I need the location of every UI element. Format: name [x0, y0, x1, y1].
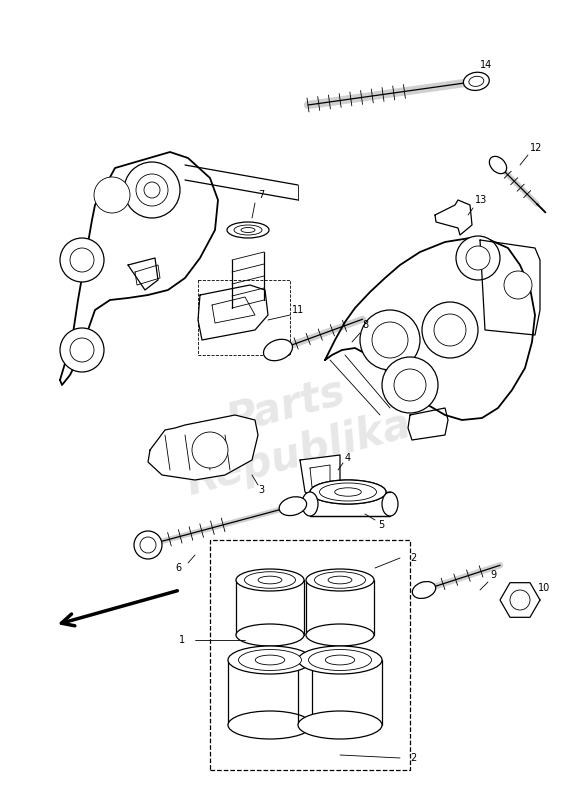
Polygon shape — [128, 258, 158, 290]
Circle shape — [140, 537, 156, 553]
Text: 9: 9 — [490, 570, 496, 580]
Circle shape — [136, 174, 168, 206]
Ellipse shape — [308, 650, 371, 670]
Circle shape — [466, 246, 490, 270]
Ellipse shape — [319, 483, 377, 501]
Ellipse shape — [315, 572, 366, 588]
Ellipse shape — [325, 655, 354, 665]
Ellipse shape — [236, 624, 304, 646]
Circle shape — [510, 590, 530, 610]
Circle shape — [124, 162, 180, 218]
Ellipse shape — [245, 572, 296, 588]
Polygon shape — [500, 582, 540, 618]
Ellipse shape — [310, 480, 386, 504]
Text: 10: 10 — [538, 583, 550, 593]
Polygon shape — [435, 200, 472, 235]
Polygon shape — [325, 238, 535, 420]
Circle shape — [134, 531, 162, 559]
Text: 2: 2 — [410, 753, 416, 763]
Text: 14: 14 — [480, 60, 492, 70]
Circle shape — [382, 357, 438, 413]
Polygon shape — [198, 285, 268, 340]
Ellipse shape — [228, 711, 312, 739]
Text: 5: 5 — [378, 520, 384, 530]
Ellipse shape — [258, 576, 282, 584]
Ellipse shape — [236, 569, 304, 591]
Text: 6: 6 — [175, 563, 181, 573]
Text: 13: 13 — [475, 195, 487, 205]
Text: 8: 8 — [362, 320, 368, 330]
Text: 1: 1 — [179, 635, 185, 645]
Ellipse shape — [469, 76, 484, 86]
Ellipse shape — [263, 339, 293, 361]
Circle shape — [144, 182, 160, 198]
Circle shape — [60, 238, 104, 282]
Ellipse shape — [302, 492, 318, 516]
Text: 11: 11 — [292, 305, 304, 315]
Circle shape — [394, 369, 426, 401]
Ellipse shape — [328, 576, 352, 584]
Text: 4: 4 — [345, 453, 351, 463]
Circle shape — [360, 310, 420, 370]
Bar — [210, 540, 410, 770]
Ellipse shape — [489, 156, 507, 174]
Ellipse shape — [464, 72, 489, 90]
Text: 3: 3 — [258, 485, 264, 495]
Circle shape — [94, 177, 130, 213]
Circle shape — [456, 236, 500, 280]
Ellipse shape — [238, 650, 301, 670]
Ellipse shape — [298, 646, 382, 674]
Ellipse shape — [234, 225, 262, 235]
Polygon shape — [60, 152, 218, 385]
Ellipse shape — [255, 655, 284, 665]
Circle shape — [504, 271, 532, 299]
Circle shape — [70, 248, 94, 272]
Ellipse shape — [227, 222, 269, 238]
Ellipse shape — [382, 492, 398, 516]
Polygon shape — [212, 297, 255, 323]
Polygon shape — [300, 455, 340, 495]
Polygon shape — [310, 492, 390, 516]
Polygon shape — [408, 408, 448, 440]
Polygon shape — [310, 465, 330, 487]
Circle shape — [434, 314, 466, 346]
Ellipse shape — [228, 646, 312, 674]
Circle shape — [192, 432, 228, 468]
Text: 7: 7 — [258, 190, 264, 200]
Text: 2: 2 — [410, 553, 416, 563]
Ellipse shape — [412, 582, 436, 598]
Ellipse shape — [306, 569, 374, 591]
Ellipse shape — [310, 480, 386, 504]
Polygon shape — [148, 415, 258, 480]
Circle shape — [70, 338, 94, 362]
Circle shape — [372, 322, 408, 358]
Text: Parts
Republika: Parts Republika — [168, 356, 416, 504]
Circle shape — [60, 328, 104, 372]
Ellipse shape — [279, 497, 307, 515]
Polygon shape — [480, 240, 540, 335]
Ellipse shape — [306, 624, 374, 646]
Polygon shape — [135, 265, 160, 285]
Ellipse shape — [298, 711, 382, 739]
Ellipse shape — [335, 488, 361, 496]
Text: 12: 12 — [530, 143, 543, 153]
Ellipse shape — [241, 227, 255, 233]
Circle shape — [422, 302, 478, 358]
